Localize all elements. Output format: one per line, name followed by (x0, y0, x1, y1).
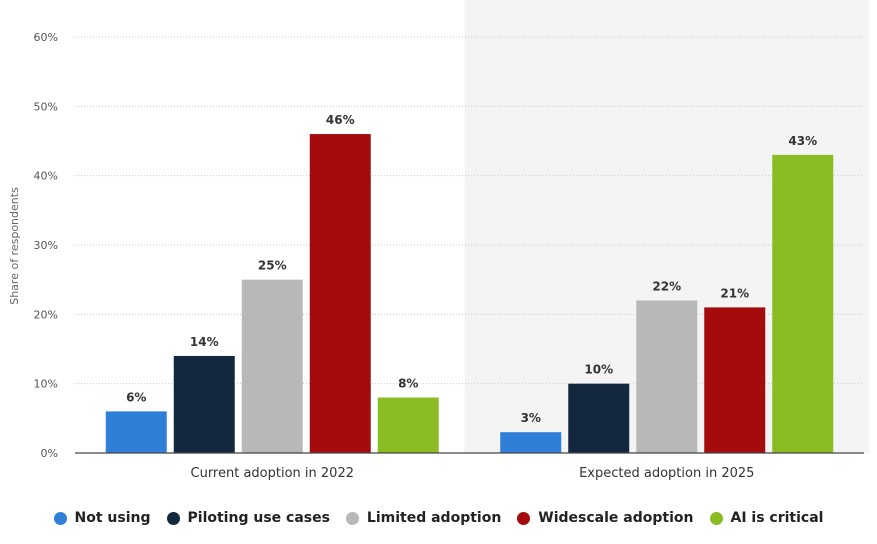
y-tick-label: 0% (41, 447, 58, 460)
bar-limited-adoption-0[interactable] (241, 279, 303, 453)
legend-marker-icon (53, 511, 67, 525)
y-tick-label: 60% (34, 31, 58, 44)
data-label: 25% (258, 259, 287, 273)
bar-chart: 0% 10% 20% 30% 40% 50% 60% Share of respondent… (8, 0, 869, 481)
legend-marker-icon (709, 511, 723, 525)
legend-item-piloting-use-cases[interactable]: Piloting use cases (166, 510, 330, 526)
legend-item-ai-is-critical[interactable]: AI is critical (709, 510, 824, 526)
legend-item-not-using[interactable]: Not using (53, 510, 151, 526)
legend-marker-icon (345, 511, 359, 525)
y-tick-label: 50% (34, 100, 58, 113)
legend-label: Widescale adoption (538, 510, 694, 526)
data-label: 14% (190, 335, 219, 349)
x-category-label: Expected adoption in 2025 (579, 466, 754, 481)
data-label: 21% (720, 286, 749, 300)
data-label: 3% (521, 411, 541, 425)
legend-marker-icon (517, 511, 531, 525)
legend: Not using Piloting use cases Limited ado… (0, 510, 877, 526)
bars (105, 134, 834, 454)
bar-limited-adoption-1[interactable] (636, 300, 698, 453)
bar-ai-is-critical-0[interactable] (377, 397, 439, 453)
legend-label: Limited adoption (366, 510, 502, 526)
bar-not-using-0[interactable] (105, 411, 167, 453)
bar-not-using-1[interactable] (500, 432, 562, 453)
data-label: 6% (126, 390, 146, 404)
y-tick-label: 20% (34, 308, 58, 321)
data-label: 22% (652, 279, 681, 293)
legend-item-widescale-adoption[interactable]: Widescale adoption (517, 510, 694, 526)
y-axis-label: Share of respondents (8, 187, 21, 305)
data-labels: 6% 14% 25% 46% 8% 3% 10% 22% 21% 43% (126, 113, 817, 425)
y-tick-label: 10% (34, 378, 58, 391)
data-label: 43% (788, 134, 817, 148)
bar-piloting-use-cases-0[interactable] (173, 355, 235, 453)
data-label: 8% (398, 377, 418, 391)
data-label: 46% (326, 113, 355, 127)
data-label: 10% (584, 363, 613, 377)
x-category-label: Current adoption in 2022 (191, 466, 354, 481)
y-axis-ticks: 0% 10% 20% 30% 40% 50% 60% (34, 31, 58, 460)
bar-piloting-use-cases-1[interactable] (568, 383, 630, 453)
x-axis-categories: Current adoption in 2022 Expected adoptio… (191, 466, 755, 481)
legend-item-limited-adoption[interactable]: Limited adoption (345, 510, 502, 526)
legend-label: Not using (74, 510, 151, 526)
legend-label: AI is critical (730, 510, 824, 526)
bar-widescale-adoption-0[interactable] (309, 134, 371, 454)
y-tick-label: 30% (34, 239, 58, 252)
y-tick-label: 40% (34, 170, 58, 183)
bar-ai-is-critical-1[interactable] (772, 154, 834, 453)
bar-widescale-adoption-1[interactable] (704, 307, 766, 453)
legend-label: Piloting use cases (187, 510, 330, 526)
legend-marker-icon (166, 511, 180, 525)
